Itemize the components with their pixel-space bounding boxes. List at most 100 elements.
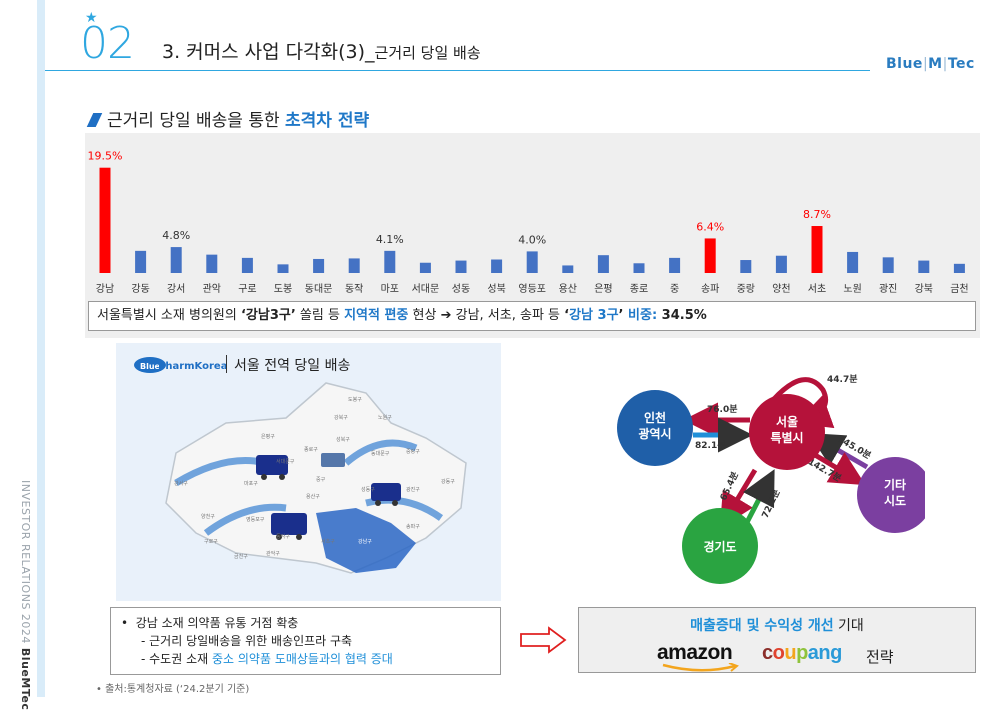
svg-text:기타: 기타 bbox=[884, 477, 906, 492]
result-box: 매출증대 및 수익성 개선 기대 amazon coupang 전략 bbox=[578, 607, 976, 673]
tick-label-도봉: 도봉 bbox=[274, 283, 292, 295]
tick-label-서초: 서초 bbox=[808, 283, 826, 295]
tick-label-강서: 강서 bbox=[167, 283, 185, 295]
bar-중 bbox=[669, 257, 681, 273]
tick-label-종로: 종로 bbox=[630, 283, 648, 295]
svg-text:강서구: 강서구 bbox=[174, 480, 188, 487]
svg-text:강동구: 강동구 bbox=[441, 478, 455, 485]
tick-label-강남: 강남 bbox=[96, 283, 114, 295]
svg-text:광역시: 광역시 bbox=[638, 426, 671, 441]
bar-금천 bbox=[953, 263, 965, 273]
svg-text:양천구: 양천구 bbox=[201, 513, 215, 520]
svg-text:종로구: 종로구 bbox=[304, 447, 318, 453]
svg-text:인천: 인천 bbox=[644, 410, 666, 425]
bar-은평 bbox=[597, 255, 609, 273]
bar-성북 bbox=[491, 259, 503, 273]
svg-text:중구: 중구 bbox=[316, 477, 326, 483]
svg-text:PharmKorea: PharmKorea bbox=[158, 361, 227, 372]
map-title: 서울 전역 당일 배송 bbox=[234, 358, 351, 374]
tick-label-마포: 마포 bbox=[381, 283, 399, 295]
district-labels: 도봉구 노원구 강북구 은평구 성북구 종로구 서대문구 중랑구 동대문구 마포… bbox=[174, 397, 455, 560]
bar-성동 bbox=[455, 260, 467, 273]
coupang-logo: coupang bbox=[762, 642, 842, 664]
svg-text:광진구: 광진구 bbox=[406, 486, 420, 493]
svg-text:강북구: 강북구 bbox=[334, 414, 348, 421]
slash-marker-icon bbox=[86, 113, 103, 127]
data-label-송파: 6.4% bbox=[696, 220, 724, 233]
data-label-영등포: 4.0% bbox=[518, 233, 546, 246]
bullet-sub-1: - 근거리 당일배송을 위한 배송인프라 구축 bbox=[141, 634, 353, 648]
bar-송파 bbox=[704, 238, 716, 273]
summary-box: 서울특별시 소재 병의원의 ‘강남3구’ 쏠림 등 지역적 편중 현상 ➔ 강남… bbox=[88, 301, 976, 331]
svg-text:은평구: 은평구 bbox=[261, 433, 275, 440]
svg-text:44.7분: 44.7분 bbox=[827, 374, 858, 385]
bar-용산 bbox=[562, 265, 574, 273]
bullet-main: • 강남 소재 의약품 유통 거점 확충 bbox=[121, 616, 299, 630]
tick-label-동대문: 동대문 bbox=[305, 283, 333, 295]
vertical-footer: INVESTOR RELATIONS 2024 BlueMTec bbox=[19, 480, 34, 710]
header-divider bbox=[45, 70, 870, 71]
brand-logo: Blue|M|Tec bbox=[886, 56, 975, 72]
svg-text:동대문구: 동대문구 bbox=[371, 450, 390, 457]
svg-text:서울: 서울 bbox=[776, 414, 798, 429]
tick-label-양천: 양천 bbox=[772, 283, 790, 295]
vertical-brand: BlueMTec bbox=[19, 647, 32, 710]
bar-노원 bbox=[847, 251, 859, 273]
svg-text:영등포구: 영등포구 bbox=[246, 516, 265, 523]
node-other: 기타 시도 bbox=[857, 457, 925, 533]
bar-동대문 bbox=[313, 258, 325, 273]
tick-label-강북: 강북 bbox=[915, 283, 933, 295]
tick-label-송파: 송파 bbox=[701, 283, 719, 295]
bar-강동 bbox=[135, 250, 147, 273]
truck-icon bbox=[256, 455, 288, 480]
data-label-마포: 4.1% bbox=[376, 233, 404, 246]
tick-label-광진: 광진 bbox=[879, 283, 897, 295]
tick-label-강동: 강동 bbox=[131, 283, 149, 295]
section-number: 02 bbox=[80, 18, 135, 69]
svg-text:용산구: 용산구 bbox=[306, 493, 320, 500]
truck-icon bbox=[271, 513, 307, 540]
svg-text:도봉구: 도봉구 bbox=[348, 397, 362, 403]
star-icon: ★ bbox=[85, 10, 98, 26]
truck-icon bbox=[321, 453, 345, 467]
bar-광진 bbox=[882, 257, 894, 273]
svg-text:노원구: 노원구 bbox=[378, 414, 392, 421]
data-label-강서: 4.8% bbox=[162, 229, 190, 242]
page-title: 3. 커머스 사업 다각화(3)_근거리 당일 배송 bbox=[162, 37, 481, 64]
svg-text:구로구: 구로구 bbox=[204, 539, 218, 545]
svg-text:서초구: 서초구 bbox=[321, 538, 335, 545]
svg-text:76.0분: 76.0분 bbox=[707, 404, 738, 415]
svg-text:마포구: 마포구 bbox=[244, 480, 258, 487]
strategy-label: 전략 bbox=[866, 648, 894, 666]
tick-label-용산: 용산 bbox=[559, 283, 577, 295]
tick-label-은평: 은평 bbox=[594, 283, 612, 295]
bar-종로 bbox=[633, 263, 645, 273]
bar-강남 bbox=[99, 167, 111, 273]
svg-text:송파구: 송파구 bbox=[406, 523, 420, 530]
bar-마포 bbox=[384, 250, 396, 273]
bar-도봉 bbox=[277, 264, 289, 273]
svg-text:경기도: 경기도 bbox=[703, 539, 736, 554]
tick-label-중: 중 bbox=[670, 283, 679, 295]
map-illustration: Blue PharmKorea 서울 전역 당일 배송 도봉구 노원구 강북구 … bbox=[134, 355, 467, 574]
bar-중랑 bbox=[740, 260, 752, 273]
bar-영등포 bbox=[526, 251, 538, 273]
bullet-box: • 강남 소재 의약품 유통 거점 확충 - 근거리 당일배송을 위한 배송인프… bbox=[110, 607, 501, 675]
tick-label-노원: 노원 bbox=[843, 283, 861, 295]
svg-text:시도: 시도 bbox=[884, 494, 906, 508]
svg-text:동작구: 동작구 bbox=[276, 533, 290, 540]
left-accent-bar bbox=[37, 0, 45, 697]
outline-arrow-icon bbox=[520, 626, 567, 654]
tick-label-영등포: 영등포 bbox=[518, 283, 546, 295]
tick-label-금천: 금천 bbox=[950, 283, 968, 295]
bar-서초 bbox=[811, 226, 823, 273]
arrow-right-icon: ➔ bbox=[440, 308, 452, 323]
bar-chart: 강남 19.5% 강동 강서 4.8% 관악 구로 도봉 동대문 동작 마포 4.1% 서대문 성동 성북 영… bbox=[88, 150, 969, 295]
amazon-logo: amazon bbox=[657, 641, 739, 672]
bar-강북 bbox=[918, 260, 930, 273]
svg-text:서대문구: 서대문구 bbox=[276, 458, 295, 465]
svg-text:강남구: 강남구 bbox=[358, 538, 372, 545]
node-seoul: 서울 특별시 bbox=[749, 394, 825, 470]
bar-동작 bbox=[348, 258, 360, 273]
pharmkorea-logo: Blue PharmKorea bbox=[134, 357, 227, 373]
